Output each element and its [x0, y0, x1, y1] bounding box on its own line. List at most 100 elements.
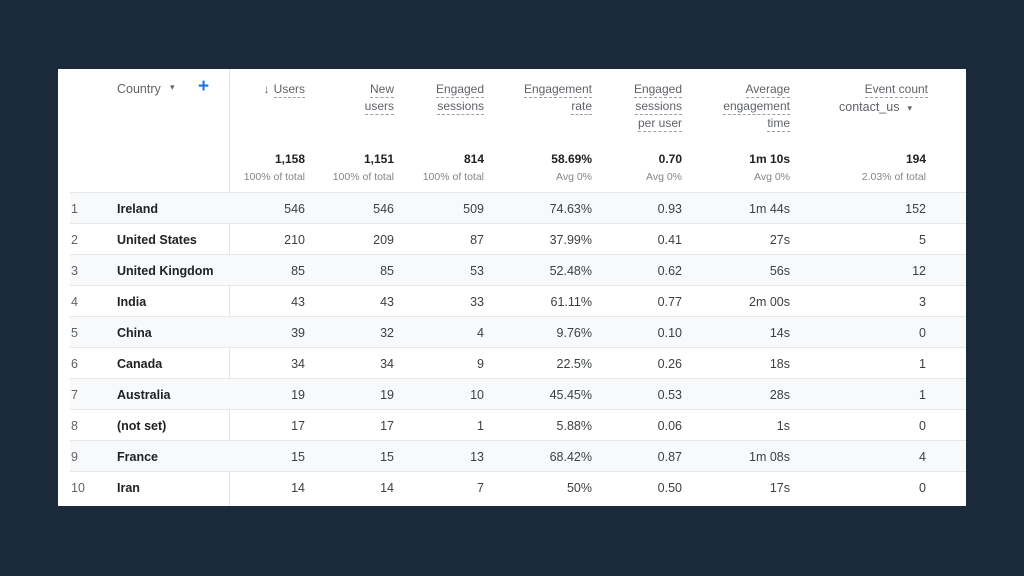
country-name[interactable]: India	[117, 295, 147, 309]
cell-event-count: 5	[919, 233, 926, 247]
country-name[interactable]: (not set)	[117, 419, 167, 433]
column-total: 0.70 Avg 0%	[646, 152, 682, 184]
country-name[interactable]: China	[117, 326, 152, 340]
total-percentage: 100% of total	[422, 171, 484, 183]
cell-avg-engagement-time: 2m 00s	[749, 295, 790, 309]
cell-avg-engagement-time: 18s	[769, 357, 790, 371]
cell-engaged-sessions-per-user: 0.26	[657, 357, 682, 371]
total-value: 58.69%	[551, 152, 592, 166]
chevron-down-icon[interactable]: ▾	[907, 103, 912, 113]
cell-engagement-rate: 61.11%	[550, 295, 592, 309]
row-index: 9	[71, 450, 78, 464]
cell-engaged-sessions: 10	[470, 388, 484, 402]
cell-engaged-sessions-per-user: 0.41	[657, 233, 682, 247]
column-header-label: Engaged	[633, 82, 682, 98]
column-header-event-count[interactable]: Event count	[864, 81, 928, 98]
event-name-select[interactable]: contact_us ▾	[839, 100, 912, 114]
cell-users: 43	[291, 295, 305, 309]
column-header-label: users	[364, 99, 394, 115]
cell-engagement-rate: 22.5%	[556, 357, 592, 371]
add-dimension-button[interactable]: +	[198, 76, 210, 97]
cell-users: 210	[284, 233, 305, 247]
report-table-card: Country ▾ + ↓ Users 1,158 100% of total New u…	[58, 69, 966, 506]
country-name[interactable]: Canada	[117, 357, 163, 371]
column-header-label: engagement	[723, 99, 790, 115]
column-header-users[interactable]: ↓ Users	[264, 81, 305, 98]
column-header-new-users[interactable]: New users	[364, 81, 394, 115]
column-header-engaged-sessions[interactable]: Engaged sessions	[435, 81, 484, 115]
cell-new-users: 15	[380, 450, 394, 464]
row-index: 8	[71, 419, 78, 433]
total-percentage: Avg 0%	[754, 171, 790, 183]
cell-event-count: 0	[919, 326, 926, 340]
cell-engaged-sessions-per-user: 0.77	[657, 295, 682, 309]
table-row[interactable]: 9 France 15 15 13 68.42% 0.87 1m 08s 4	[70, 440, 966, 471]
column-header-label: per user	[637, 116, 682, 132]
dimension-header-country[interactable]: Country	[117, 82, 161, 96]
cell-avg-engagement-time: 1m 08s	[749, 450, 790, 464]
event-name-value: contact_us	[839, 100, 900, 114]
column-header-label: sessions	[437, 99, 484, 115]
table-row[interactable]: 2 United States 210 209 87 37.99% 0.41 27s 5	[70, 223, 966, 254]
chevron-down-icon[interactable]: ▾	[170, 82, 175, 92]
cell-engaged-sessions: 53	[470, 264, 484, 278]
cell-avg-engagement-time: 56s	[769, 264, 790, 278]
cell-engagement-rate: 45.45%	[549, 388, 592, 402]
table-row[interactable]: 8 (not set) 17 17 1 5.88% 0.06 1s 0	[70, 409, 966, 440]
sort-descending-icon[interactable]: ↓	[263, 82, 270, 96]
cell-engaged-sessions-per-user: 0.10	[657, 326, 682, 340]
table-row[interactable]: 4 India 43 43 33 61.11% 0.77 2m 00s 3	[70, 285, 966, 316]
cell-engagement-rate: 74.63%	[549, 202, 592, 216]
table-row[interactable]: 10 Iran 14 14 7 50% 0.50 17s 0	[70, 471, 966, 502]
column-total: 1,151 100% of total	[333, 152, 394, 184]
column-header-avg-engagement-time[interactable]: Average engagement time	[723, 81, 790, 132]
table-row[interactable]: 1 Ireland 546 546 509 74.63% 0.93 1m 44s 152	[70, 192, 966, 223]
table-row[interactable]: 3 United Kingdom 85 85 53 52.48% 0.62 56s 12	[70, 254, 966, 285]
cell-engaged-sessions-per-user: 0.93	[657, 202, 682, 216]
column-header-label: Engaged	[435, 82, 484, 98]
column-header-engagement-rate[interactable]: Engagement rate	[523, 81, 592, 115]
country-name[interactable]: Ireland	[117, 202, 158, 216]
row-index: 6	[71, 357, 78, 371]
country-name[interactable]: United Kingdom	[117, 264, 214, 278]
column-total: 58.69% Avg 0%	[551, 152, 592, 184]
cell-users: 17	[291, 419, 305, 433]
table-row[interactable]: 5 China 39 32 4 9.76% 0.10 14s 0	[70, 316, 966, 347]
total-percentage: 100% of total	[243, 171, 305, 183]
cell-engaged-sessions: 87	[470, 233, 484, 247]
total-value: 194	[905, 152, 926, 166]
cell-avg-engagement-time: 28s	[769, 388, 790, 402]
cell-engaged-sessions-per-user: 0.53	[657, 388, 682, 402]
cell-engagement-rate: 5.88%	[556, 419, 592, 433]
total-percentage: Avg 0%	[556, 171, 592, 183]
cell-users: 546	[284, 202, 305, 216]
cell-new-users: 34	[380, 357, 394, 371]
table-row[interactable]: 7 Australia 19 19 10 45.45% 0.53 28s 1	[70, 378, 966, 409]
cell-engagement-rate: 37.99%	[549, 233, 592, 247]
cell-event-count: 152	[905, 202, 926, 216]
total-percentage: 100% of total	[332, 171, 394, 183]
country-name[interactable]: France	[117, 450, 158, 464]
table-row[interactable]: 6 Canada 34 34 9 22.5% 0.26 18s 1	[70, 347, 966, 378]
total-value: 0.70	[658, 152, 682, 166]
total-value: 1,151	[363, 152, 394, 166]
cell-event-count: 0	[919, 419, 926, 433]
total-value: 1,158	[274, 152, 305, 166]
column-total: 194 2.03% of total	[862, 152, 926, 184]
row-index: 1	[71, 202, 78, 216]
cell-engaged-sessions: 33	[470, 295, 484, 309]
cell-event-count: 0	[919, 481, 926, 495]
country-name[interactable]: Iran	[117, 481, 140, 495]
cell-avg-engagement-time: 1s	[776, 419, 790, 433]
cell-users: 15	[291, 450, 305, 464]
cell-new-users: 546	[373, 202, 394, 216]
cell-avg-engagement-time: 1m 44s	[749, 202, 790, 216]
country-name[interactable]: Australia	[117, 388, 171, 402]
column-header-engaged-sessions-per-user[interactable]: Engaged sessions per user	[633, 81, 682, 132]
column-header-label: New	[369, 82, 394, 98]
row-index: 5	[71, 326, 78, 340]
country-name[interactable]: United States	[117, 233, 197, 247]
cell-event-count: 12	[912, 264, 926, 278]
cell-avg-engagement-time: 14s	[769, 326, 790, 340]
column-header-label: time	[767, 116, 790, 132]
